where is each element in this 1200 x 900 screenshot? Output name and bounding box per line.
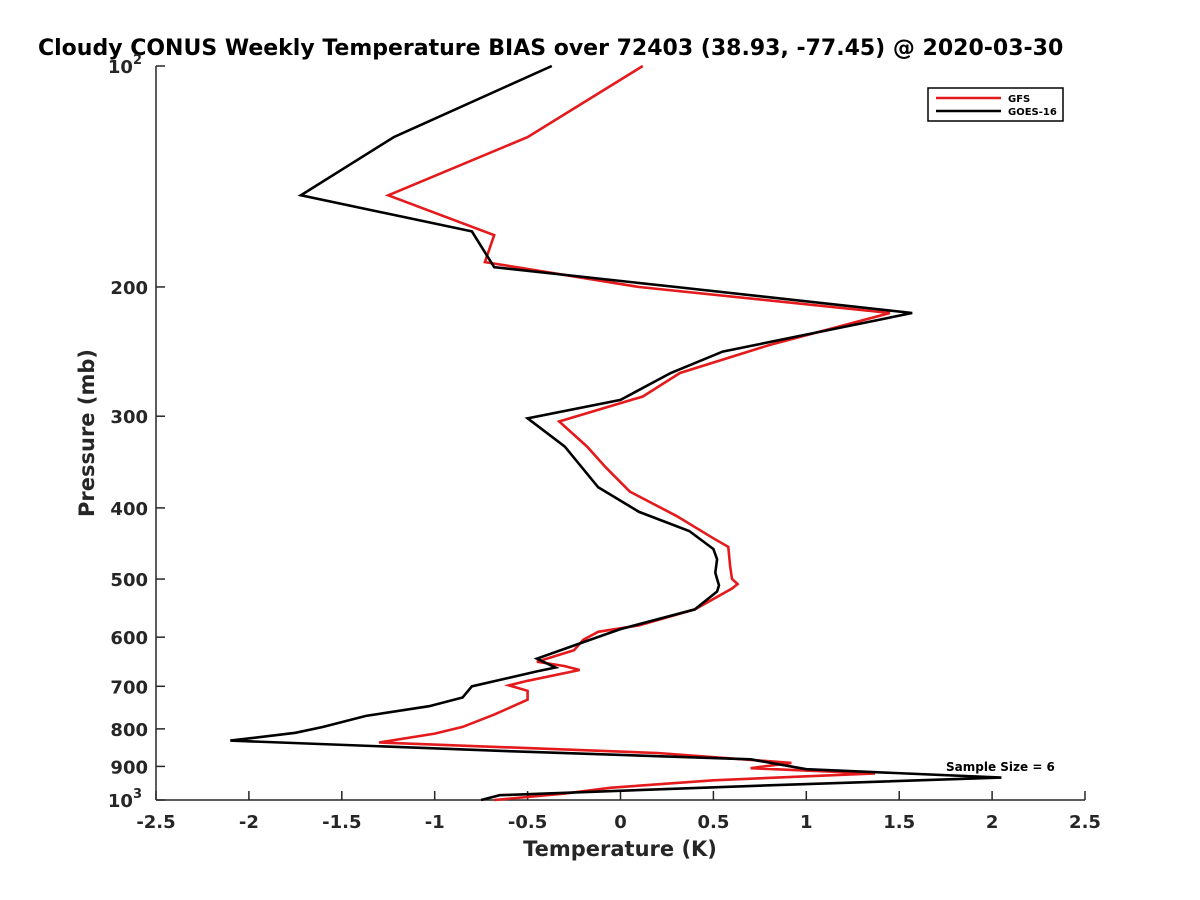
x-axis-label: Temperature (K) [523, 837, 717, 861]
y-axis-label: Pressure (mb) [75, 349, 99, 517]
y-tick-label: 102 [108, 53, 142, 78]
y-tick-label: 600 [110, 628, 148, 649]
x-tick-label: 2 [986, 812, 999, 833]
x-tick-label: -0.5 [508, 812, 547, 833]
y-tick-label: 900 [110, 757, 148, 778]
legend-label: GFS [1008, 94, 1030, 105]
x-tick-label: 0.5 [697, 812, 729, 833]
x-tick-label: 2.5 [1069, 812, 1101, 833]
x-tick-label: 1 [800, 812, 813, 833]
y-tick-label: 300 [110, 407, 148, 428]
y-tick-label: 200 [110, 278, 148, 299]
series-line-goes-16 [230, 64, 1002, 802]
x-tick-label: -1 [425, 812, 445, 833]
x-tick-label: -2 [239, 812, 259, 833]
x-tick-label: 0 [614, 812, 627, 833]
legend: GFS GOES-16 [927, 87, 1064, 122]
y-tick-label: 800 [110, 720, 148, 741]
plot-area [230, 64, 1002, 802]
x-tick-label: -2.5 [136, 812, 175, 833]
y-tick-label: 103 [108, 787, 142, 812]
x-tick-label: -1.5 [322, 812, 361, 833]
chart-title: Cloudy CONUS Weekly Temperature BIAS ove… [38, 36, 1063, 61]
axes: -2.5 -2 -1.5 -1 -0.5 0 0.5 1 1.5 2 2.5 102 200 300 400… [108, 53, 1101, 833]
y-tick-label: 700 [110, 677, 148, 698]
y-tick-label: 400 [110, 499, 148, 520]
legend-box [927, 87, 1064, 122]
x-tick-label: 1.5 [883, 812, 915, 833]
y-tick-label: 500 [110, 570, 148, 591]
sample-size-annotation: Sample Size = 6 [946, 760, 1055, 774]
legend-label: GOES-16 [1008, 107, 1057, 118]
